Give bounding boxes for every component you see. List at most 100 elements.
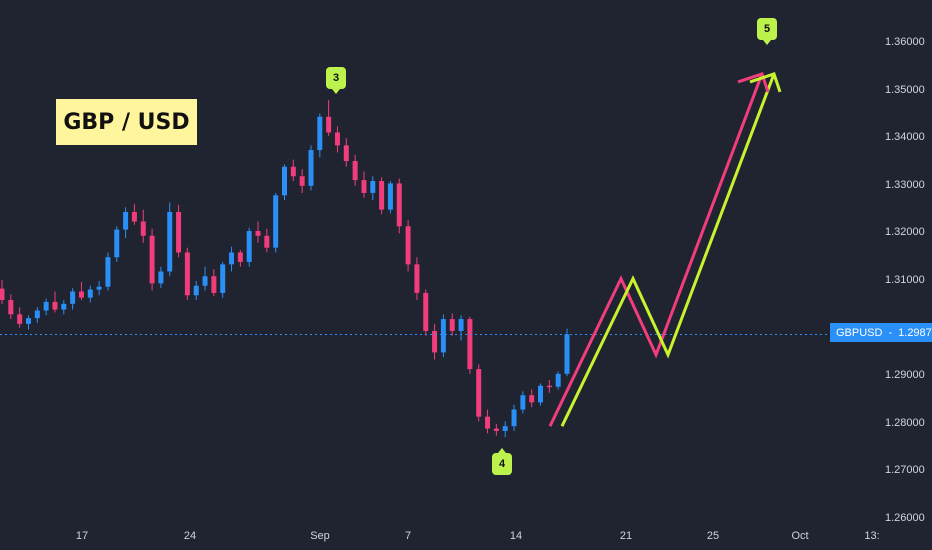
symbol-price-tag: GBPUSD - 1.29877: [830, 323, 932, 342]
x-tick-label: 14: [509, 530, 523, 542]
candle-body: [78, 291, 84, 298]
candle-body: [352, 161, 358, 181]
candle-body: [211, 276, 217, 293]
candle-body: [149, 235, 155, 284]
candle-body: [432, 330, 438, 353]
wave-label-4: 4: [492, 448, 512, 475]
projection-arrowhead-pink: [737, 72, 770, 93]
candles-group: [0, 100, 570, 438]
y-tick-label: 1.29000: [885, 369, 925, 382]
wave-label-3: 3: [326, 67, 346, 94]
candle-body: [520, 395, 526, 410]
candle-body: [361, 180, 367, 193]
candle-body: [140, 221, 146, 236]
candle-body: [370, 181, 376, 193]
x-tick-label: 17: [75, 530, 89, 542]
candle-body: [158, 271, 164, 284]
candle-body: [114, 229, 120, 258]
y-tick-label: 1.33000: [885, 178, 925, 191]
candle-body: [546, 385, 552, 388]
candle-body: [229, 252, 235, 265]
candle-body: [423, 292, 429, 331]
candle-body: [529, 395, 535, 403]
candle-body: [290, 166, 296, 177]
candle-body: [555, 373, 561, 387]
candle-body: [202, 276, 208, 286]
candle-body: [193, 285, 199, 296]
y-tick-label: 1.28000: [885, 416, 925, 429]
candle-body: [458, 319, 464, 331]
candle-body: [264, 235, 270, 248]
candle-body: [220, 264, 226, 293]
candle-body: [502, 426, 508, 431]
candle-body: [25, 318, 31, 324]
symbol-separator: -: [888, 326, 893, 339]
candle-body: [61, 303, 67, 310]
candle-body: [476, 369, 482, 417]
y-tick-label: 1.31000: [885, 274, 925, 286]
candle-body: [343, 145, 349, 162]
candle-body: [70, 291, 76, 304]
candle-body: [405, 226, 411, 265]
candle-body: [273, 195, 279, 248]
candle-body: [334, 132, 340, 146]
chart-title-box: GBP / USD: [56, 99, 197, 145]
x-tick-label: 7: [404, 530, 412, 542]
x-tick-label: 21: [619, 530, 633, 542]
candle-body: [326, 116, 332, 133]
candle-body: [511, 409, 517, 427]
x-tick-label: 25: [706, 530, 720, 542]
candle-body: [184, 252, 190, 296]
candle-body: [449, 319, 455, 331]
candle-body: [96, 286, 102, 290]
candle-body: [0, 288, 5, 301]
candle-body: [246, 231, 252, 262]
candle-body: [52, 301, 58, 310]
projection-arrowhead-lime: [749, 72, 782, 93]
candle-body: [379, 181, 385, 210]
candle-body: [308, 150, 314, 186]
y-tick-label: 1.32000: [885, 226, 925, 239]
y-tick-label: 1.35000: [885, 83, 925, 96]
candle-body: [34, 310, 40, 319]
x-tick-label: 13:: [864, 530, 880, 542]
x-tick-label: 24: [183, 530, 197, 542]
y-tick-label: 1.27000: [885, 464, 925, 477]
candle-body: [255, 231, 261, 236]
candle-body: [564, 334, 570, 374]
symbol-name: GBPUSD: [836, 326, 883, 339]
projection-path-lime: [560, 73, 776, 427]
candle-body: [538, 385, 544, 403]
candle-body: [467, 319, 473, 370]
candle-body: [493, 428, 499, 431]
wave-label-5: 5: [757, 18, 777, 45]
candle-body: [237, 252, 243, 262]
y-tick-label: 1.26000: [885, 512, 925, 524]
candle-body: [105, 257, 111, 287]
chart-title: GBP / USD: [63, 109, 190, 135]
symbol-price: 1.29877: [898, 326, 932, 339]
y-tick-label: 1.34000: [885, 131, 925, 144]
y-tick-label: 1.36000: [885, 36, 925, 48]
candle-body: [440, 319, 446, 353]
candle-body: [167, 211, 173, 272]
projection-group: [548, 72, 782, 427]
candle-body: [87, 289, 93, 298]
candle-body: [8, 300, 14, 315]
candle-body: [282, 166, 287, 196]
candle-body: [17, 314, 23, 324]
x-tick-label: Sep: [310, 530, 330, 542]
candle-body: [43, 301, 49, 311]
candle-body: [299, 176, 305, 186]
x-tick-label: Oct: [791, 530, 809, 542]
candle-body: [387, 183, 393, 210]
candle-body: [317, 116, 323, 151]
candle-body: [123, 211, 129, 230]
candle-body: [131, 211, 137, 222]
candle-body: [176, 211, 182, 253]
candle-body: [485, 416, 491, 429]
candle-body: [396, 183, 402, 227]
candle-body: [414, 264, 420, 293]
